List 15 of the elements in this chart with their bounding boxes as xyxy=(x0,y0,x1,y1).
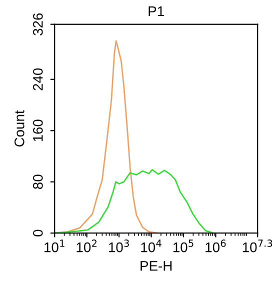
x-tick-label: 10$^{7.3}$ xyxy=(242,240,272,252)
x-axis-title: PE-H xyxy=(140,261,172,271)
y-tick-label: 240 xyxy=(32,68,43,90)
x-tick-label: 10$^{4}$ xyxy=(141,240,162,252)
x-tick-label: 10$^{3}$ xyxy=(108,240,129,252)
y-tick-label: 160 xyxy=(32,120,43,142)
y-tick-label: 0 xyxy=(32,230,43,236)
x-tick-label: 10$^{6}$ xyxy=(206,240,226,252)
y-tick-label: 80 xyxy=(32,174,43,189)
y-axis-title: Count xyxy=(14,110,24,147)
x-tick-label: 10$^{1}$ xyxy=(44,240,64,252)
y-tick-label: 326 xyxy=(32,13,43,36)
x-tick-label: 10$^{2}$ xyxy=(76,240,97,252)
x-tick-label: 10$^{5}$ xyxy=(173,240,194,252)
chart-title: P1 xyxy=(148,6,164,16)
